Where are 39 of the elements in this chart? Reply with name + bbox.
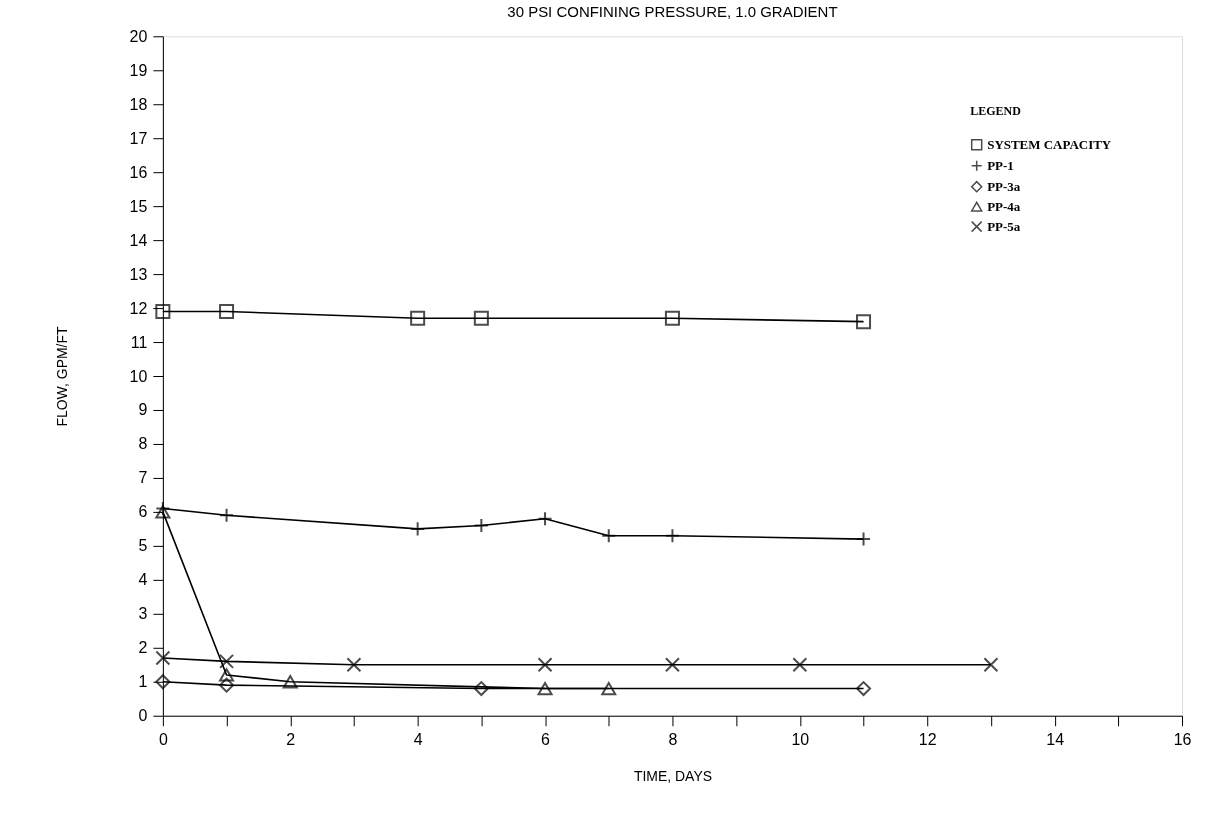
y-tick-label: 12 bbox=[129, 299, 148, 317]
x-tick-label: 0 bbox=[158, 731, 168, 749]
x-tick-label: 16 bbox=[1173, 731, 1192, 749]
y-tick-label: 17 bbox=[129, 129, 148, 147]
chart-title: 30 PSI CONFINING PRESSURE, 1.0 GRADIENT bbox=[507, 3, 838, 21]
x-tick-label: 10 bbox=[791, 731, 810, 749]
y-tick-label: 11 bbox=[130, 333, 148, 351]
x-tick-label: 2 bbox=[286, 731, 296, 749]
y-tick-label: 13 bbox=[129, 265, 148, 283]
y-tick-label: 5 bbox=[138, 537, 148, 555]
y-tick-label: 15 bbox=[129, 197, 148, 215]
y-tick-label: 8 bbox=[138, 435, 148, 453]
x-tick-label: 4 bbox=[413, 731, 423, 749]
x-tick-label: 12 bbox=[918, 731, 937, 749]
legend-label: PP-4a bbox=[987, 198, 1021, 214]
legend-label: PP-1 bbox=[987, 157, 1014, 173]
y-tick-label: 16 bbox=[129, 163, 148, 181]
y-tick-label: 19 bbox=[129, 61, 148, 79]
y-tick-label: 0 bbox=[138, 707, 148, 725]
y-tick-label: 14 bbox=[129, 231, 148, 249]
legend-title: LEGEND bbox=[970, 104, 1022, 119]
y-tick-label: 10 bbox=[129, 367, 148, 385]
y-tick-label: 18 bbox=[129, 95, 148, 113]
y-tick-label: 6 bbox=[138, 503, 148, 521]
legend-label: SYSTEM CAPACITY bbox=[987, 136, 1112, 152]
x-tick-label: 8 bbox=[668, 731, 678, 749]
y-tick-label: 3 bbox=[138, 605, 148, 623]
legend-label: PP-5a bbox=[987, 218, 1021, 234]
y-axis-title: FLOW, GPM/FT bbox=[53, 326, 70, 427]
y-tick-label: 7 bbox=[138, 469, 148, 487]
legend-label: PP-3a bbox=[987, 178, 1021, 194]
y-tick-label: 1 bbox=[138, 673, 148, 691]
y-tick-label: 2 bbox=[138, 639, 148, 657]
y-tick-label: 4 bbox=[138, 571, 148, 589]
x-axis-title: TIME, DAYS bbox=[633, 768, 713, 785]
x-tick-label: 6 bbox=[541, 731, 551, 749]
x-tick-label: 14 bbox=[1046, 731, 1065, 749]
y-tick-label: 9 bbox=[138, 401, 148, 419]
y-tick-label: 20 bbox=[129, 27, 148, 45]
